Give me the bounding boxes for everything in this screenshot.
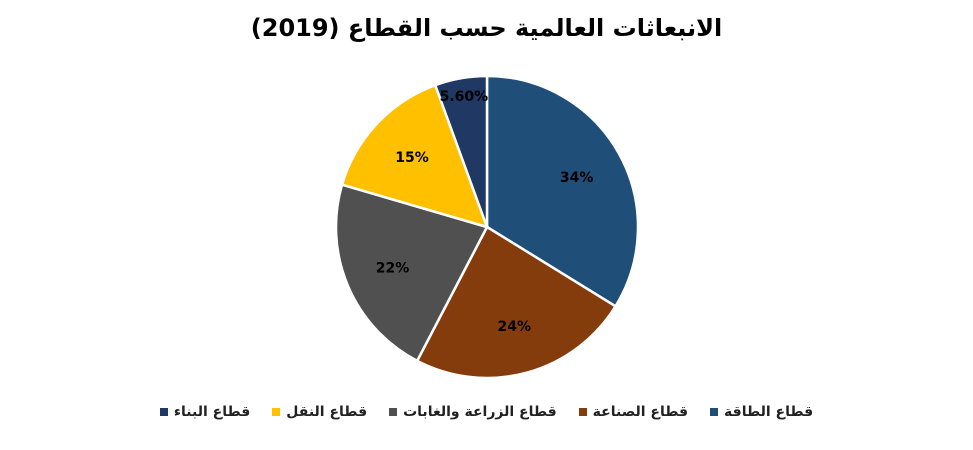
legend: قطاع البناء قطاع النقل قطاع الزراعة والغاب… <box>0 404 973 420</box>
legend-item-3: قطاع النقل <box>272 404 367 420</box>
legend-item-2: قطاع الزراعة والغابات <box>389 404 557 420</box>
legend-label-1: قطاع الصناعة <box>592 404 689 420</box>
pie-slice-0 <box>485 74 640 308</box>
data-label-4: 5.60% <box>440 89 489 105</box>
legend-swatch-0 <box>710 408 719 416</box>
legend-item-4: قطاع البناء <box>159 404 251 420</box>
data-label-1: 24% <box>497 319 531 335</box>
chart-title: الانبعاثات العالمية حسب القطاع (2019) <box>250 14 723 42</box>
legend-label-4: قطاع البناء <box>173 404 251 420</box>
data-label-2: 22% <box>376 260 410 276</box>
data-label-0: 34% <box>560 170 594 186</box>
legend-swatch-4 <box>159 408 168 416</box>
pie-slice-1 <box>415 225 618 380</box>
legend-swatch-3 <box>272 408 281 416</box>
data-label-3: 15% <box>395 150 429 166</box>
pie-slice-2 <box>334 183 489 363</box>
legend-swatch-1 <box>578 408 587 416</box>
legend-item-0: قطاع الطاقة <box>710 404 813 420</box>
pie-slice-3 <box>340 83 490 229</box>
legend-label-2: قطاع الزراعة والغابات <box>403 404 557 420</box>
legend-label-0: قطاع الطاقة <box>724 404 814 420</box>
legend-label-3: قطاع النقل <box>286 404 368 420</box>
legend-item-1: قطاع الصناعة <box>578 404 689 420</box>
legend-swatch-2 <box>389 408 398 416</box>
pie-slice-4 <box>433 74 489 228</box>
